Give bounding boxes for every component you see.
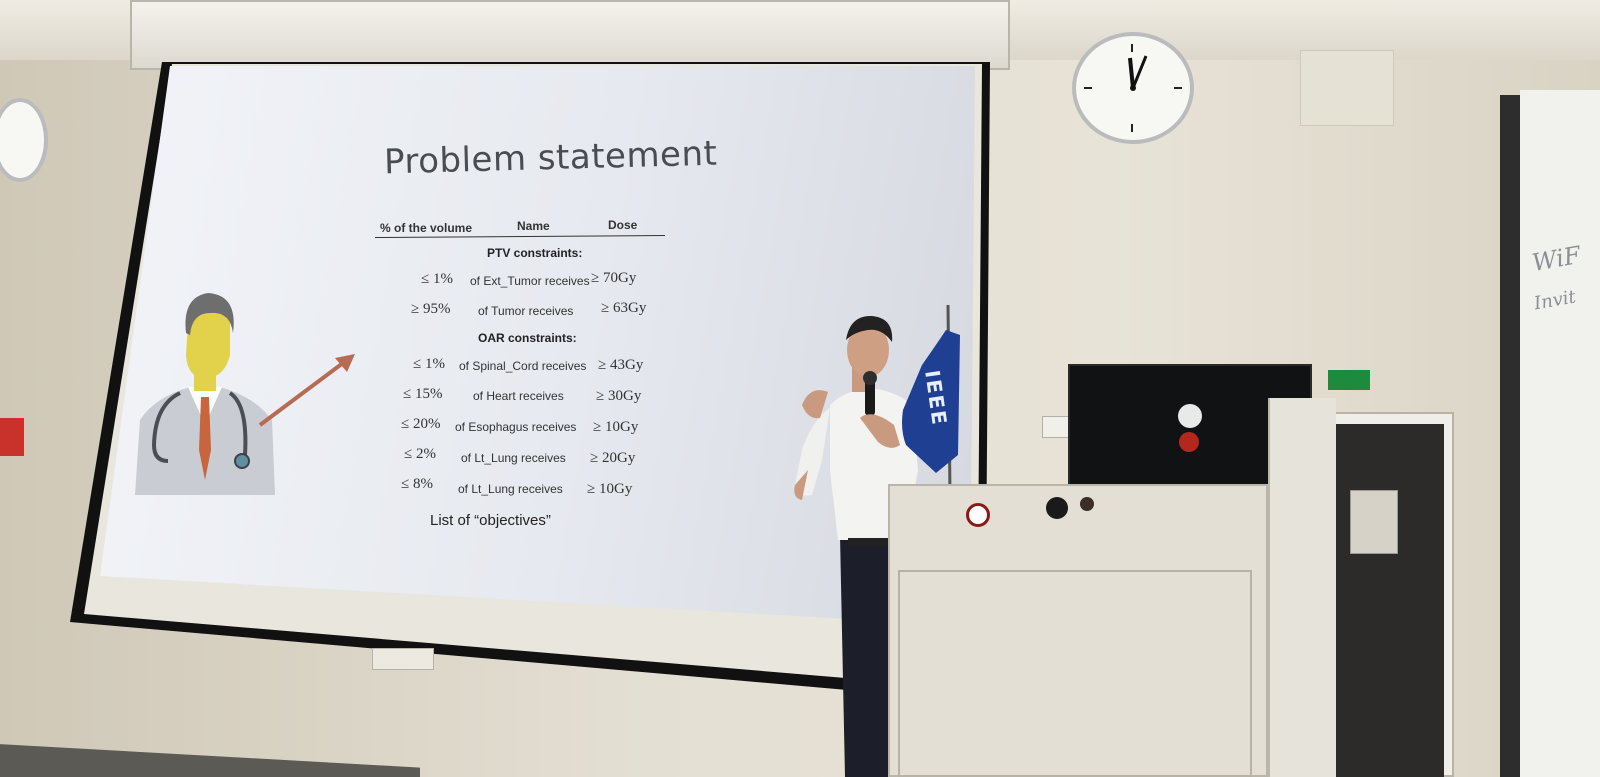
presenter [794,315,918,777]
clock-face-icon [1084,44,1182,132]
door [1268,398,1336,777]
row-dose: ≥ 70Gy [591,270,637,286]
door-opening [1336,424,1444,777]
presentation-slide [100,66,975,626]
wall-clock [1072,32,1194,144]
row-volume: ≤ 8% [401,476,433,492]
row-dose: ≥ 20Gy [590,450,636,466]
row-volume: ≥ 95% [411,301,451,317]
row-name: of Lt_Lung receives [461,451,566,465]
row-dose: ≥ 43Gy [598,357,644,373]
arrow-icon [258,354,355,427]
header-dose: Dose [608,218,638,232]
row-volume: ≤ 20% [401,416,441,432]
university-sticker-icon [966,503,990,527]
header-volume: % of the volume [380,221,473,235]
row-name: of Ext_Tumor receives [470,274,590,288]
oar-heading: OAR constraints: [478,331,577,345]
row-volume: ≤ 1% [421,271,453,287]
ieee-flag [902,305,960,495]
podium [888,484,1268,777]
power-outlet [372,648,434,670]
row-name: of Esophagus receives [455,420,577,434]
row-dose: ≥ 63Gy [601,300,647,316]
row-volume: ≤ 15% [403,386,443,402]
wall-clock-left [0,98,48,182]
row-dose: ≥ 30Gy [596,388,642,404]
row-name: of Lt_Lung receives [458,482,563,496]
ptv-heading: PTV constraints: [487,246,583,260]
fire-extinguisher-sign [0,418,24,456]
row-name: of Heart receives [473,389,564,403]
podium-panel [898,570,1252,777]
row-volume: ≤ 2% [404,446,436,462]
whiteboard [1520,90,1600,777]
row-name: of Tumor receives [478,304,574,318]
doctor-illustration-icon [135,293,275,495]
wall-switch [1042,416,1070,438]
red-sticker-icon [1179,432,1199,452]
header-name: Name [517,219,550,233]
triangle-logo-icon [1178,404,1202,428]
row-dose: ≥ 10Gy [593,419,639,435]
row-dose: ≥ 10Gy [587,481,633,497]
black-sticker-icon [1046,497,1068,519]
exit-sign-icon [1328,370,1370,390]
objectives-caption: List of “objectives” [430,512,551,529]
wall-panel [1300,50,1394,126]
small-sticker-icon [1080,497,1094,511]
door-notice [1350,490,1398,554]
screen-housing [130,0,1010,70]
row-volume: ≤ 1% [413,356,445,372]
row-name: of Spinal_Cord receives [459,359,587,373]
